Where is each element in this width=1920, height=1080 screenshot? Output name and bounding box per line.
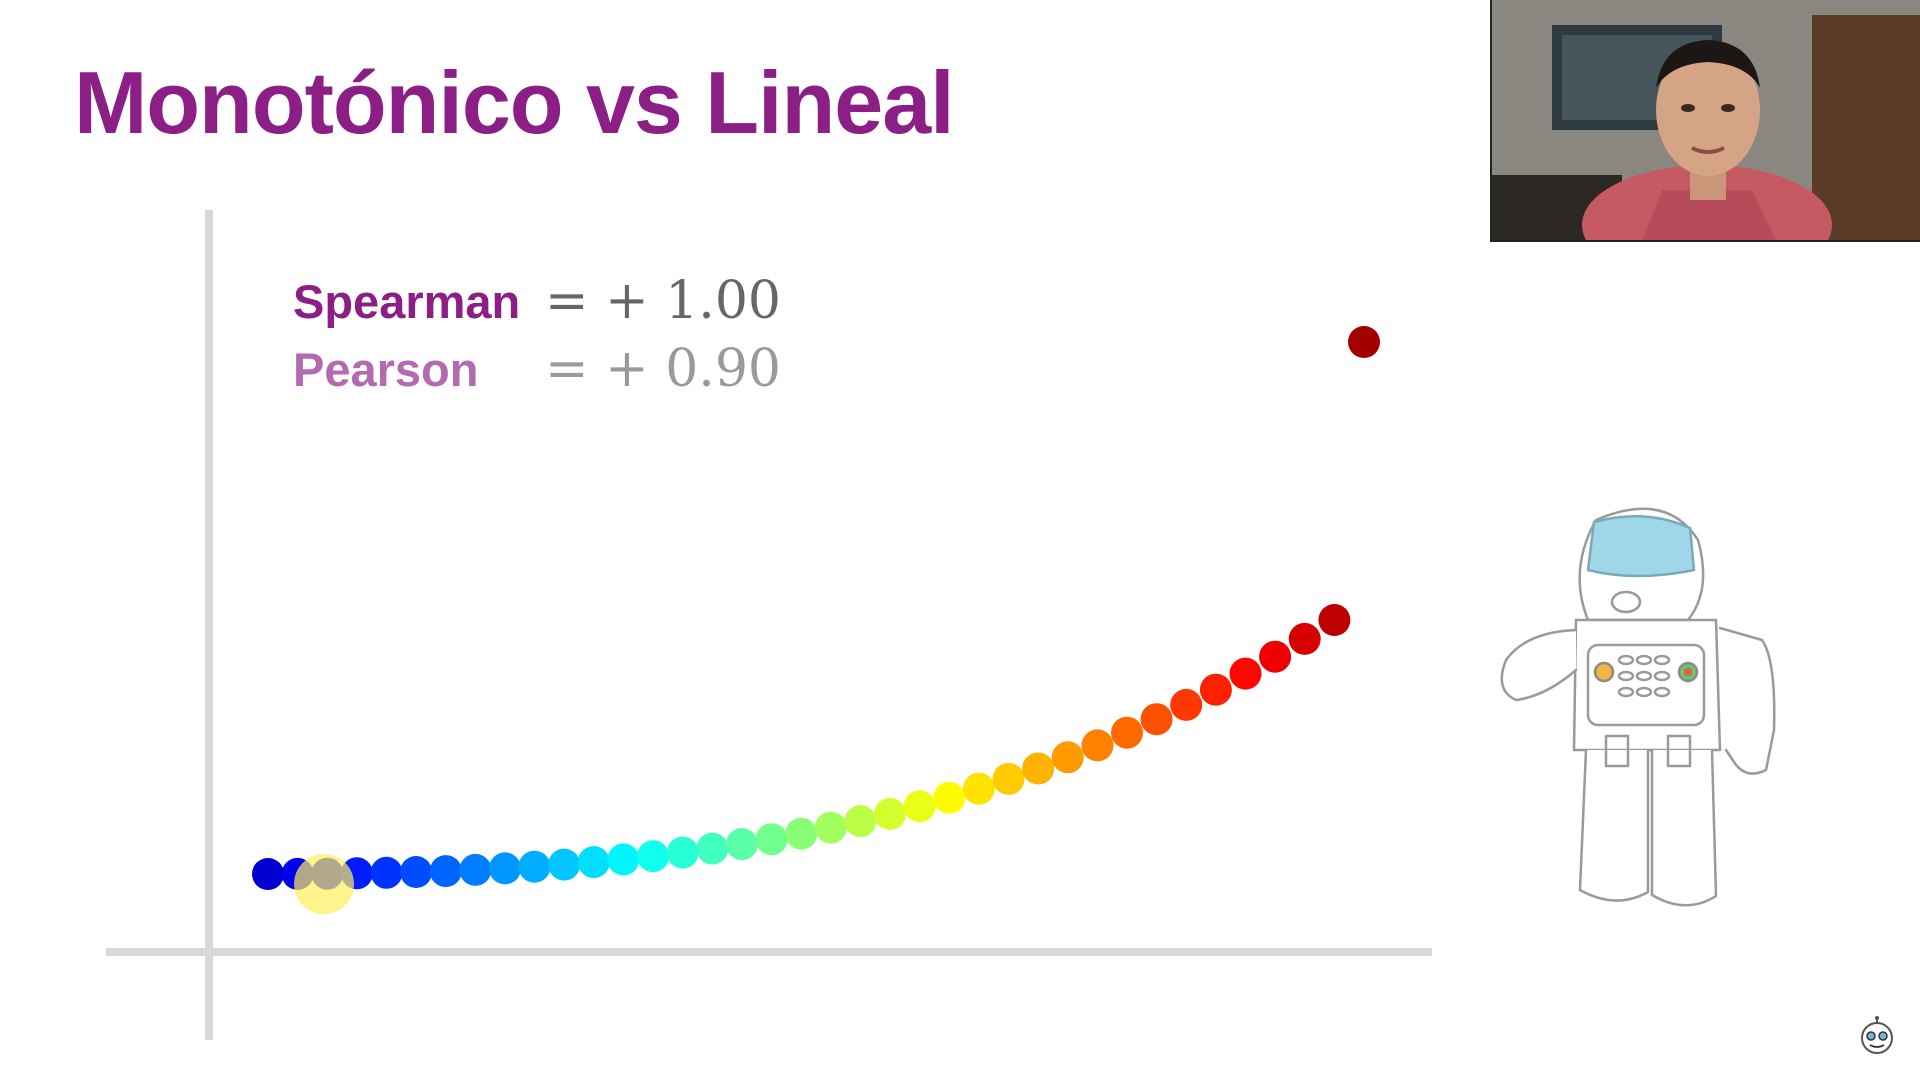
data-point	[903, 790, 936, 823]
data-point	[1288, 622, 1321, 655]
data-point	[489, 852, 521, 885]
data-point	[1229, 657, 1262, 690]
data-points	[252, 326, 1380, 890]
data-point	[637, 840, 670, 873]
pearson-value: = + 0.90	[545, 339, 781, 399]
data-point	[1259, 640, 1292, 673]
data-point	[1022, 752, 1055, 785]
robot-illustration	[1500, 507, 1776, 907]
data-point	[1170, 688, 1203, 721]
data-point	[696, 832, 729, 865]
data-point	[814, 811, 847, 844]
annotation-spearman-value: = + 1.00	[545, 271, 781, 331]
data-point	[755, 823, 788, 856]
spearman-label: Spearman	[293, 275, 520, 328]
annotation-pearson: Pearson	[293, 343, 478, 396]
data-point	[785, 817, 818, 850]
presenter-webcam	[1490, 0, 1920, 242]
data-point	[370, 856, 403, 889]
annotation-pearson-value: = + 0.90	[545, 339, 781, 399]
data-point	[607, 843, 640, 876]
data-point	[962, 772, 995, 805]
data-point	[577, 846, 610, 879]
data-point	[666, 836, 699, 869]
data-point	[1051, 741, 1084, 774]
spearman-value: = + 1.00	[545, 271, 781, 331]
data-point	[725, 828, 758, 861]
channel-logo	[1861, 1016, 1893, 1054]
data-point	[400, 856, 433, 888]
data-point	[252, 858, 284, 890]
data-point	[874, 797, 907, 830]
data-point	[459, 853, 492, 886]
webcam-frame	[1492, 0, 1920, 240]
data-point	[844, 805, 877, 838]
data-point	[518, 850, 551, 883]
data-point	[1318, 604, 1351, 636]
slide-title: Monotónico vs Lineal	[74, 53, 955, 152]
data-point	[429, 855, 462, 888]
data-point	[1111, 716, 1143, 749]
annotation-spearman: Spearman	[293, 275, 520, 328]
data-point	[548, 848, 581, 881]
cursor-highlight	[294, 854, 354, 914]
data-point	[1199, 673, 1232, 706]
data-point	[1081, 729, 1114, 762]
data-point	[1348, 326, 1380, 358]
pearson-label: Pearson	[293, 343, 478, 396]
data-point	[1140, 703, 1173, 736]
data-point	[933, 781, 966, 814]
data-point	[992, 762, 1025, 795]
